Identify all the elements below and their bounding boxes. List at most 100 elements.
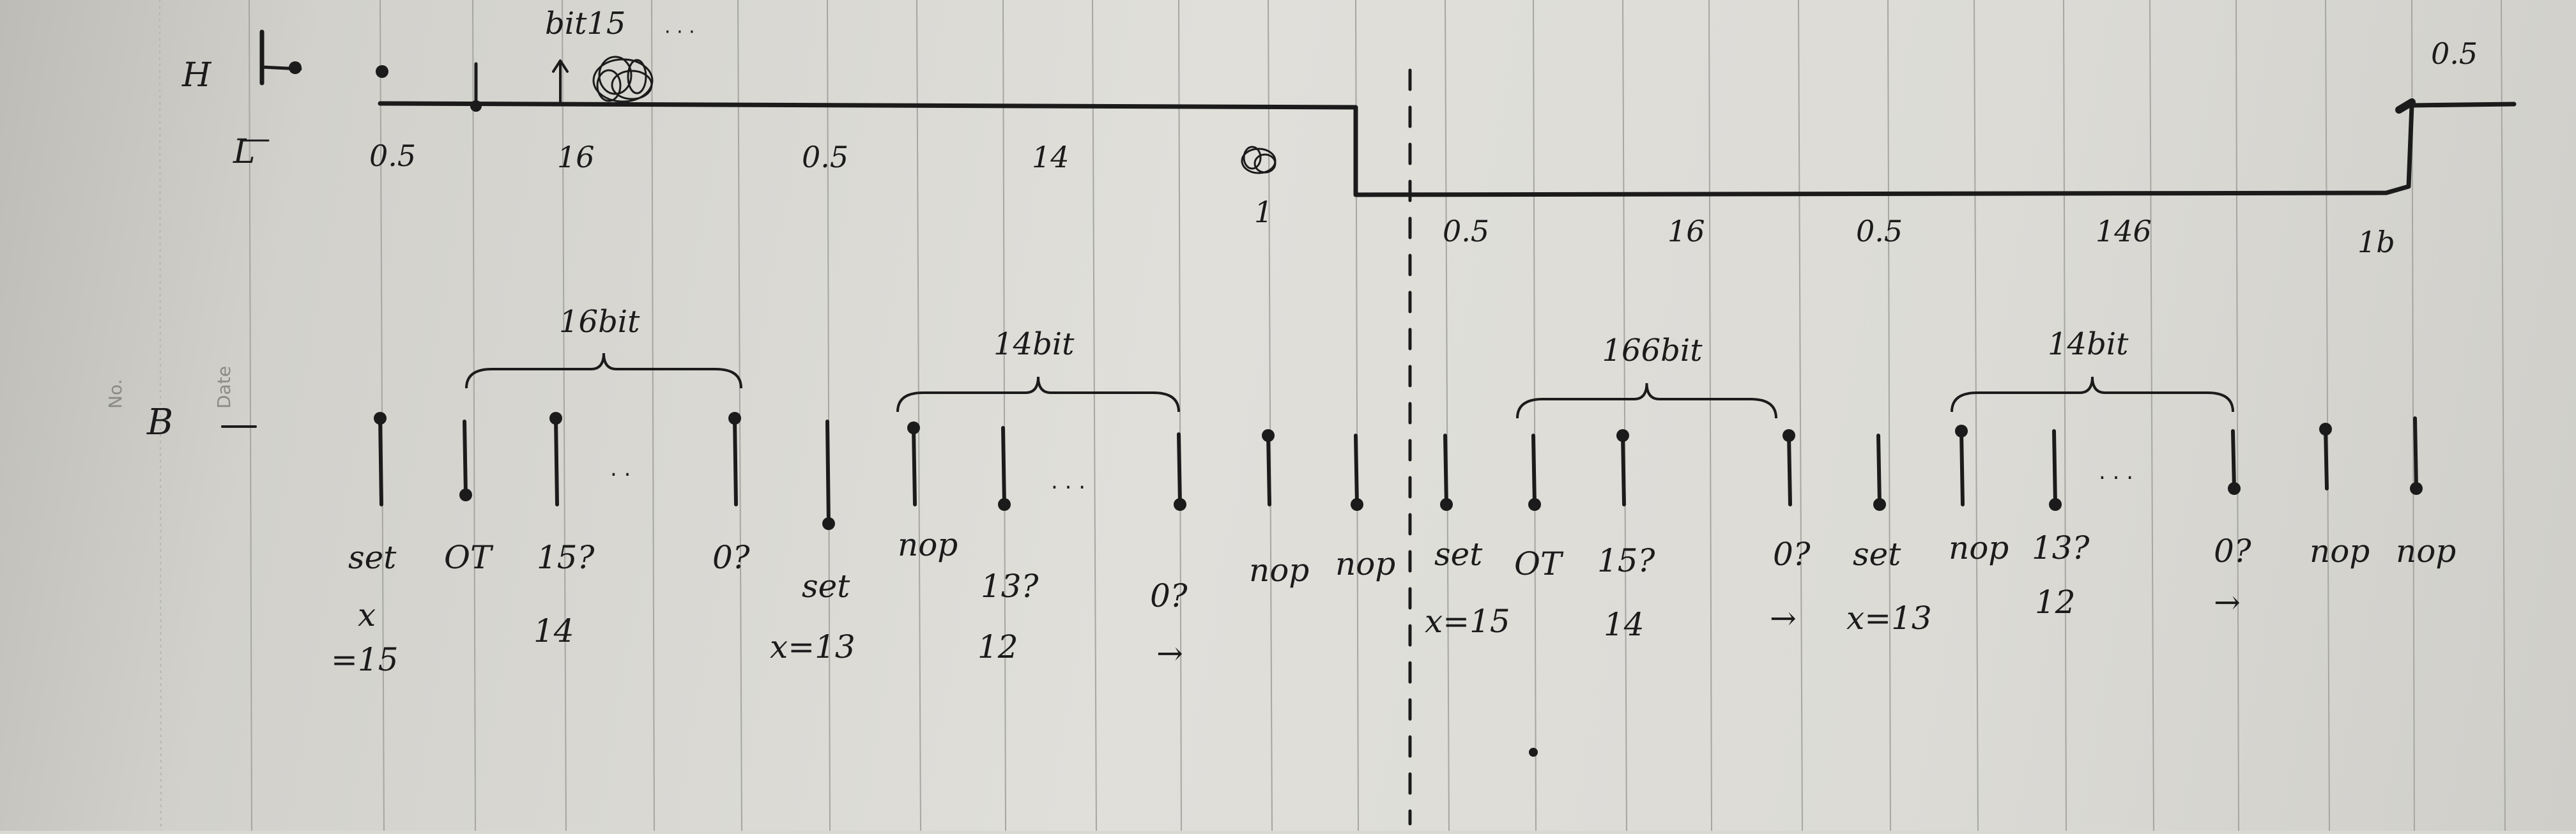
brace	[465, 353, 742, 389]
rule-line	[1622, 0, 1627, 831]
pulse-stem	[2324, 427, 2329, 490]
pulse: 0? →	[1150, 432, 1188, 672]
pulse-label: →	[1156, 635, 1183, 672]
pulse-stem	[733, 416, 738, 506]
margin-line	[159, 0, 162, 831]
pulse-stem	[378, 416, 383, 506]
pulse-stem	[1876, 434, 1882, 506]
pulse: nop	[1249, 429, 1309, 589]
pulse-label: x=13	[1846, 600, 1932, 637]
segment-label: 0.5	[1443, 214, 1489, 248]
pulse-dot	[2410, 482, 2423, 495]
pulse: 0? →	[2214, 429, 2252, 621]
pulse-dot	[1262, 429, 1275, 442]
rule-line	[1974, 0, 1979, 831]
brace-label: 14bit	[993, 326, 1075, 362]
pulse: 15? 14	[1597, 429, 1656, 643]
segment-label: 0.5	[369, 139, 416, 173]
pulse: set x=15	[1425, 434, 1510, 640]
segment-label: 0.5	[1856, 214, 1903, 248]
bit-group-braces: 16bit 14bit 166bit 14bit	[465, 304, 2234, 419]
rule-line	[916, 0, 921, 831]
ellipsis: . .	[610, 456, 631, 481]
rule-line	[1268, 0, 1273, 831]
waveform-dots	[289, 61, 1538, 757]
scribble	[592, 56, 654, 103]
pulse-dot	[2049, 498, 2062, 511]
pulse-label: 0?	[1150, 577, 1188, 614]
rule-line	[2501, 0, 2506, 831]
rule-line	[1002, 0, 1006, 831]
rise-edge-shade	[2395, 98, 2416, 114]
pulse-label: x=15	[1425, 603, 1510, 640]
pulse-dot	[2228, 482, 2241, 495]
pulse-label: 13?	[2032, 529, 2090, 566]
pulse-stem	[1531, 434, 1537, 506]
rule-line	[1798, 0, 1803, 831]
pulse-stem	[2231, 429, 2236, 490]
rule-line	[1708, 0, 1712, 831]
pulse-stem	[1001, 426, 1006, 506]
pulse-label: 0?	[2214, 533, 2252, 570]
pulse-dot	[2319, 423, 2332, 436]
rule-line	[1445, 0, 1450, 831]
pulse-label: 14	[1604, 606, 1644, 643]
brace	[896, 376, 1180, 413]
pulse-dot	[1174, 498, 1186, 511]
rule-line	[1178, 0, 1182, 831]
pulse-stem	[1266, 434, 1271, 506]
pulse-label: nop	[2310, 533, 2370, 570]
rule-line	[562, 0, 567, 831]
pulse: 13? 12	[977, 426, 1039, 665]
pulse: nop	[1335, 434, 1395, 582]
brace-label: 16bit	[559, 304, 640, 340]
pulse-label: 12	[2035, 584, 2076, 621]
pulse-label: =15	[331, 641, 399, 678]
pulse-label: →	[1770, 600, 1797, 637]
pulse-stem	[2413, 416, 2418, 490]
pulse: set x=13	[1846, 434, 1932, 637]
pulse: OT	[444, 420, 494, 576]
pulse-ellipses: . . . . . . . .	[610, 456, 2133, 494]
ellipsis: . . .	[1051, 469, 1085, 494]
pulse: 0? →	[1770, 429, 1811, 637]
rule-line	[2063, 0, 2067, 831]
pulse: nop	[2396, 416, 2456, 570]
start-dot	[376, 65, 388, 78]
signal-waveform	[221, 29, 2517, 826]
bit15-dots: · · ·	[664, 21, 695, 43]
pulse-label: set	[802, 568, 850, 605]
pulse-label: nop	[898, 526, 958, 563]
pulse-label: x=13	[770, 628, 855, 665]
edge-dot	[470, 100, 482, 112]
segment-label: 16	[557, 140, 595, 174]
segment-label: 1	[1254, 195, 1273, 229]
pulse-stem	[463, 420, 468, 497]
segment-label: 16	[1667, 214, 1705, 248]
pulse: 15? 14	[533, 412, 595, 649]
ellipsis: . . .	[2099, 459, 2133, 485]
pulse-dot	[907, 421, 920, 434]
pulse-dot	[822, 517, 835, 530]
pulse-stem	[554, 416, 559, 506]
pulse-label: 0?	[712, 539, 751, 576]
pulse-label: 13?	[981, 568, 1039, 605]
scribble-small	[1241, 146, 1276, 174]
pulse-dot	[1351, 498, 1363, 511]
pulse-label: nop	[1249, 552, 1309, 589]
margin-date-text: Date	[213, 366, 234, 409]
level-h-label: H	[181, 56, 212, 95]
pulse-label: set	[1434, 536, 1483, 573]
pulse-label: nop	[1949, 529, 2009, 566]
stray-dot	[1529, 748, 1538, 757]
pulse-dot	[1616, 429, 1629, 442]
rule-line	[827, 0, 831, 831]
pulse-stem	[1443, 434, 1448, 506]
channel-b-label: B	[146, 402, 173, 443]
margin-no-text: No.	[105, 379, 126, 409]
pulse-label: 12	[977, 628, 1018, 665]
pulse-dot	[998, 498, 1011, 511]
